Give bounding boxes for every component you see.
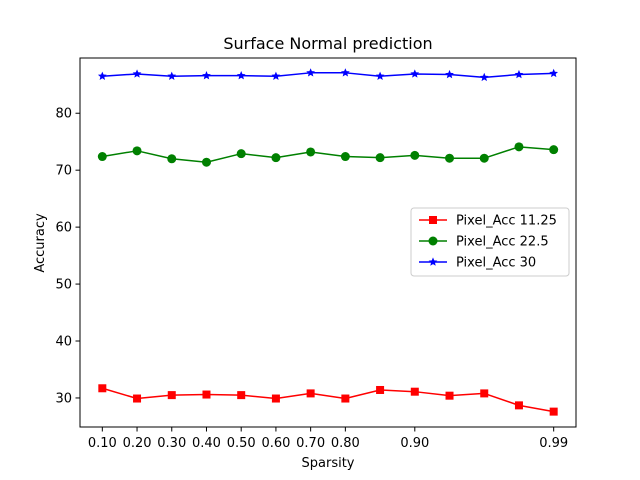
data-point [236,71,246,80]
data-point [237,391,246,400]
data-point [97,71,107,80]
x-tick-label: 0.99 [539,436,568,451]
series-1 [98,384,558,416]
data-point [480,389,489,398]
data-point [201,157,211,167]
x-tick-label: 0.80 [331,436,360,451]
series-2 [97,142,559,167]
y-tick-label: 40 [55,335,72,350]
series-3 [97,68,559,82]
y-tick-label: 50 [55,278,72,293]
series-line [102,146,554,163]
data-point [202,71,211,80]
chart-title: Surface Normal prediction [223,34,432,53]
x-tick-label: 0.50 [227,436,256,451]
x-axis-label: Sparsity [302,456,355,471]
data-point [98,384,107,393]
x-tick-label: 0.10 [88,436,117,451]
legend-item: Pixel_Acc 22.5 [419,235,549,250]
data-point [375,153,385,163]
legend-label: Pixel_Acc 22.5 [456,235,549,250]
legend-marker [428,236,438,246]
data-point [341,394,350,403]
data-point [514,69,524,79]
data-point [410,150,420,160]
data-point [236,149,246,159]
y-tick-label: 70 [55,164,72,179]
data-point [514,401,523,410]
x-tick-label: 0.60 [261,436,290,451]
data-point [306,147,316,157]
x-axis: 0.10 0.20 0.30 0.40 0.50 0.60 0.70 0.80 0.90 0.99 [88,427,568,451]
data-point [306,389,315,398]
data-point [340,152,350,162]
y-tick-label: 60 [55,221,72,236]
y-axis-label: Accuracy [33,213,48,273]
data-point [97,152,107,162]
data-point [410,69,420,78]
x-tick-label: 0.70 [296,436,325,451]
data-point [514,142,524,152]
data-point [479,72,489,82]
data-point [167,391,176,400]
y-axis: 30 40 50 60 70 80 [55,107,80,406]
y-tick-label: 80 [55,107,72,122]
data-point [132,146,142,156]
data-point [271,394,280,403]
data-point [445,153,455,163]
data-point [271,153,281,163]
data-point [376,385,385,394]
legend-marker [428,257,438,266]
x-tick-label: 0.30 [157,436,186,451]
data-point [340,68,350,77]
legend-box [410,207,570,277]
legend-marker [429,216,437,224]
data-point [306,68,316,77]
data-point [445,391,454,400]
data-point [410,387,419,396]
x-tick-label: 0.20 [123,436,152,451]
data-point [549,68,559,78]
data-point [271,71,281,80]
data-point [549,145,559,155]
data-point [132,69,142,78]
series-line [102,387,554,413]
data-point [167,71,177,80]
legend-label: Pixel_Acc 30 [456,256,536,271]
data-point [479,153,489,163]
legend-item: Pixel_Acc 30 [419,256,536,271]
data-point [167,154,177,164]
data-point [133,394,142,403]
data-point [445,69,454,79]
data-point [375,71,385,80]
plot-frame [79,57,577,428]
x-tick-label: 0.40 [192,436,221,451]
legend-item: Pixel_Acc 11.25 [419,214,557,229]
x-tick-label: 0.90 [400,436,429,451]
legend-label: Pixel_Acc 11.25 [456,214,557,229]
series-line [102,72,554,79]
plot-area [97,68,559,416]
y-tick-label: 30 [55,391,72,406]
legend: Pixel_Acc 11.25 Pixel_Acc 22.5 Pixel_Acc 3… [410,207,570,277]
data-point [202,390,211,399]
data-point [549,407,558,416]
